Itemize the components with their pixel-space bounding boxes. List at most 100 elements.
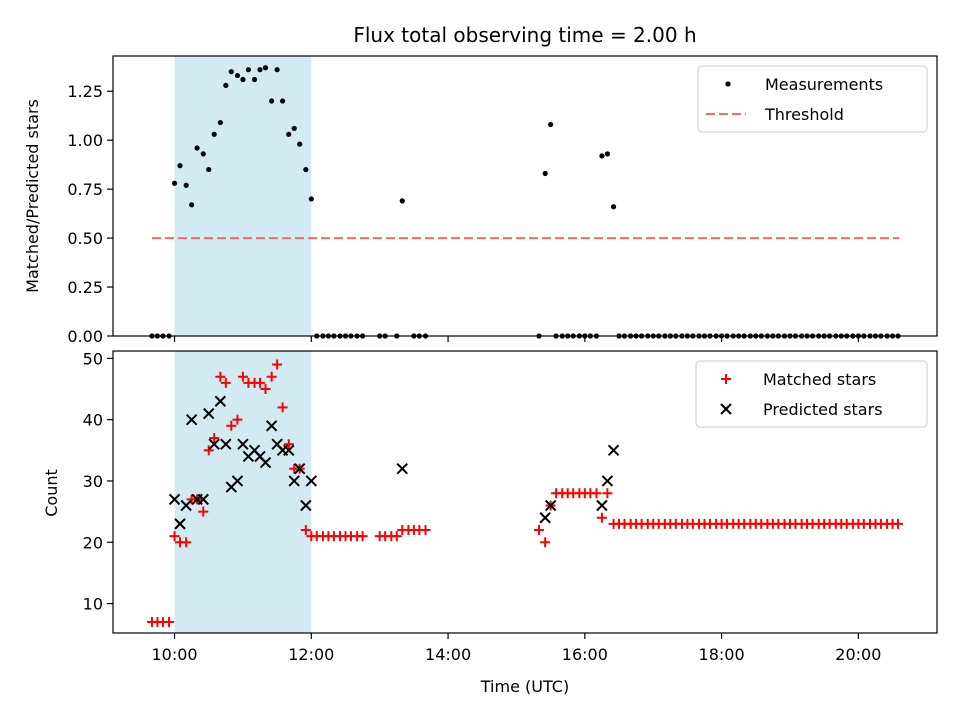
matched-star-point: [220, 377, 231, 388]
measurement-point: [211, 131, 217, 137]
measurement-point: [610, 204, 617, 210]
bottom-ytick-label: 10: [83, 595, 103, 614]
top-ytick-label: 0.50: [67, 229, 103, 248]
measurement-point: [177, 163, 183, 169]
measurement-point: [183, 182, 189, 188]
measurement-point: [240, 76, 246, 83]
predicted-star-point: [539, 512, 551, 524]
matched-star-point: [420, 525, 431, 536]
bottom-ytick-label: 50: [83, 349, 103, 368]
predicted-star-point: [237, 438, 249, 450]
predicted-star-point: [180, 499, 192, 512]
measurement-point: [604, 151, 611, 157]
measurement-point: [257, 67, 263, 73]
measurement-point: [279, 98, 286, 104]
matched-star-point: [272, 359, 283, 370]
xtick-label: 18:00: [699, 645, 745, 664]
measurement-point: [262, 65, 269, 71]
measurement-point: [291, 125, 297, 132]
top-ytick-label: 0.25: [67, 278, 103, 297]
matched-star-point: [169, 531, 180, 542]
matched-star-point: [198, 506, 209, 517]
matched-star-point: [255, 377, 266, 388]
measurement-point: [206, 166, 212, 173]
predicted-star-point: [607, 444, 620, 457]
legend-label: Threshold: [764, 105, 844, 124]
matched-star-point: [260, 384, 271, 395]
predicted-star-point: [288, 475, 300, 487]
matched-star-point: [602, 488, 613, 499]
matched-star-point: [300, 525, 311, 536]
xtick-label: 10:00: [151, 645, 197, 664]
bottom-ytick-label: 20: [83, 533, 103, 552]
predicted-star-point: [596, 499, 608, 512]
top-ylabel: Matched/Predicted stars: [23, 99, 42, 293]
matched-star-point: [893, 518, 904, 529]
matched-star-point: [226, 420, 237, 431]
bottom-xlabel: Time (UTC): [480, 677, 569, 696]
bottom-panel: 10 20 30 40 50 10:00 12:00 14:00 16:00 18:00 20:00…: [83, 349, 938, 664]
matched-star-point: [596, 512, 607, 523]
matched-star-point: [277, 402, 288, 413]
measurement-point: [303, 166, 309, 173]
matched-star-point: [591, 488, 602, 499]
matched-star-point: [215, 371, 226, 382]
predicted-star-point: [168, 493, 181, 506]
matched-star-point: [391, 531, 402, 542]
bottom-ytick-label: 30: [83, 472, 103, 491]
legend-predicted-marker: [720, 403, 732, 415]
predicted-star-point: [396, 462, 408, 475]
measurement-point: [599, 153, 605, 159]
xtick-label: 20:00: [835, 645, 881, 664]
predicted-star-point: [305, 475, 318, 487]
top-highlight-span: [174, 56, 312, 336]
top-ytick-label: 1.25: [67, 82, 103, 101]
predicted-star-point: [208, 438, 220, 450]
measurement-point: [269, 98, 275, 104]
legend-label: Predicted stars: [763, 400, 883, 419]
predicted-star-point: [601, 475, 614, 487]
predicted-star-point: [185, 413, 198, 426]
bottom-highlight-span: [174, 351, 312, 633]
measurement-point: [399, 198, 405, 204]
measurement-point: [171, 180, 178, 186]
predicted-star-point: [293, 462, 306, 475]
measurement-point: [189, 202, 195, 208]
matched-star-point: [232, 414, 243, 425]
matched-star-point: [164, 616, 175, 627]
matched-star-point: [283, 439, 294, 450]
top-legend: Measurements Threshold: [697, 65, 928, 133]
predicted-star-point: [300, 499, 312, 512]
top-ytick-label: 1.00: [67, 131, 103, 150]
predicted-star-point: [197, 493, 209, 506]
predicted-star-point: [283, 444, 295, 457]
matched-star-point: [203, 445, 214, 456]
bottom-series-matched-stars: [146, 359, 904, 627]
legend-label: Matched stars: [763, 370, 876, 389]
measurement-point: [234, 72, 241, 79]
bottom-axes-frame: [112, 350, 938, 634]
matched-star-point: [540, 537, 551, 548]
matched-star-point: [357, 531, 368, 542]
top-ytick-label: 0.75: [67, 180, 103, 199]
predicted-star-point: [203, 407, 215, 420]
legend-label: Measurements: [765, 75, 883, 94]
bottom-series-predicted-stars: [168, 395, 620, 530]
bottom-ytick-label: 40: [83, 411, 103, 430]
matched-star-point: [209, 433, 220, 444]
top-axes-frame: [112, 55, 938, 337]
xtick-label: 16:00: [562, 645, 608, 664]
xtick-label: 14:00: [425, 645, 471, 664]
measurement-point: [245, 67, 251, 73]
measurement-point: [194, 145, 200, 151]
measurement-point: [548, 121, 554, 128]
measurement-point: [223, 82, 229, 88]
predicted-star-point: [544, 499, 557, 512]
predicted-star-point: [231, 475, 244, 487]
matched-star-point: [181, 537, 192, 548]
top-series-measurements: [149, 65, 901, 339]
legend-matched-marker: [721, 374, 731, 384]
measurement-point: [228, 69, 234, 75]
measurement-point: [308, 196, 314, 202]
